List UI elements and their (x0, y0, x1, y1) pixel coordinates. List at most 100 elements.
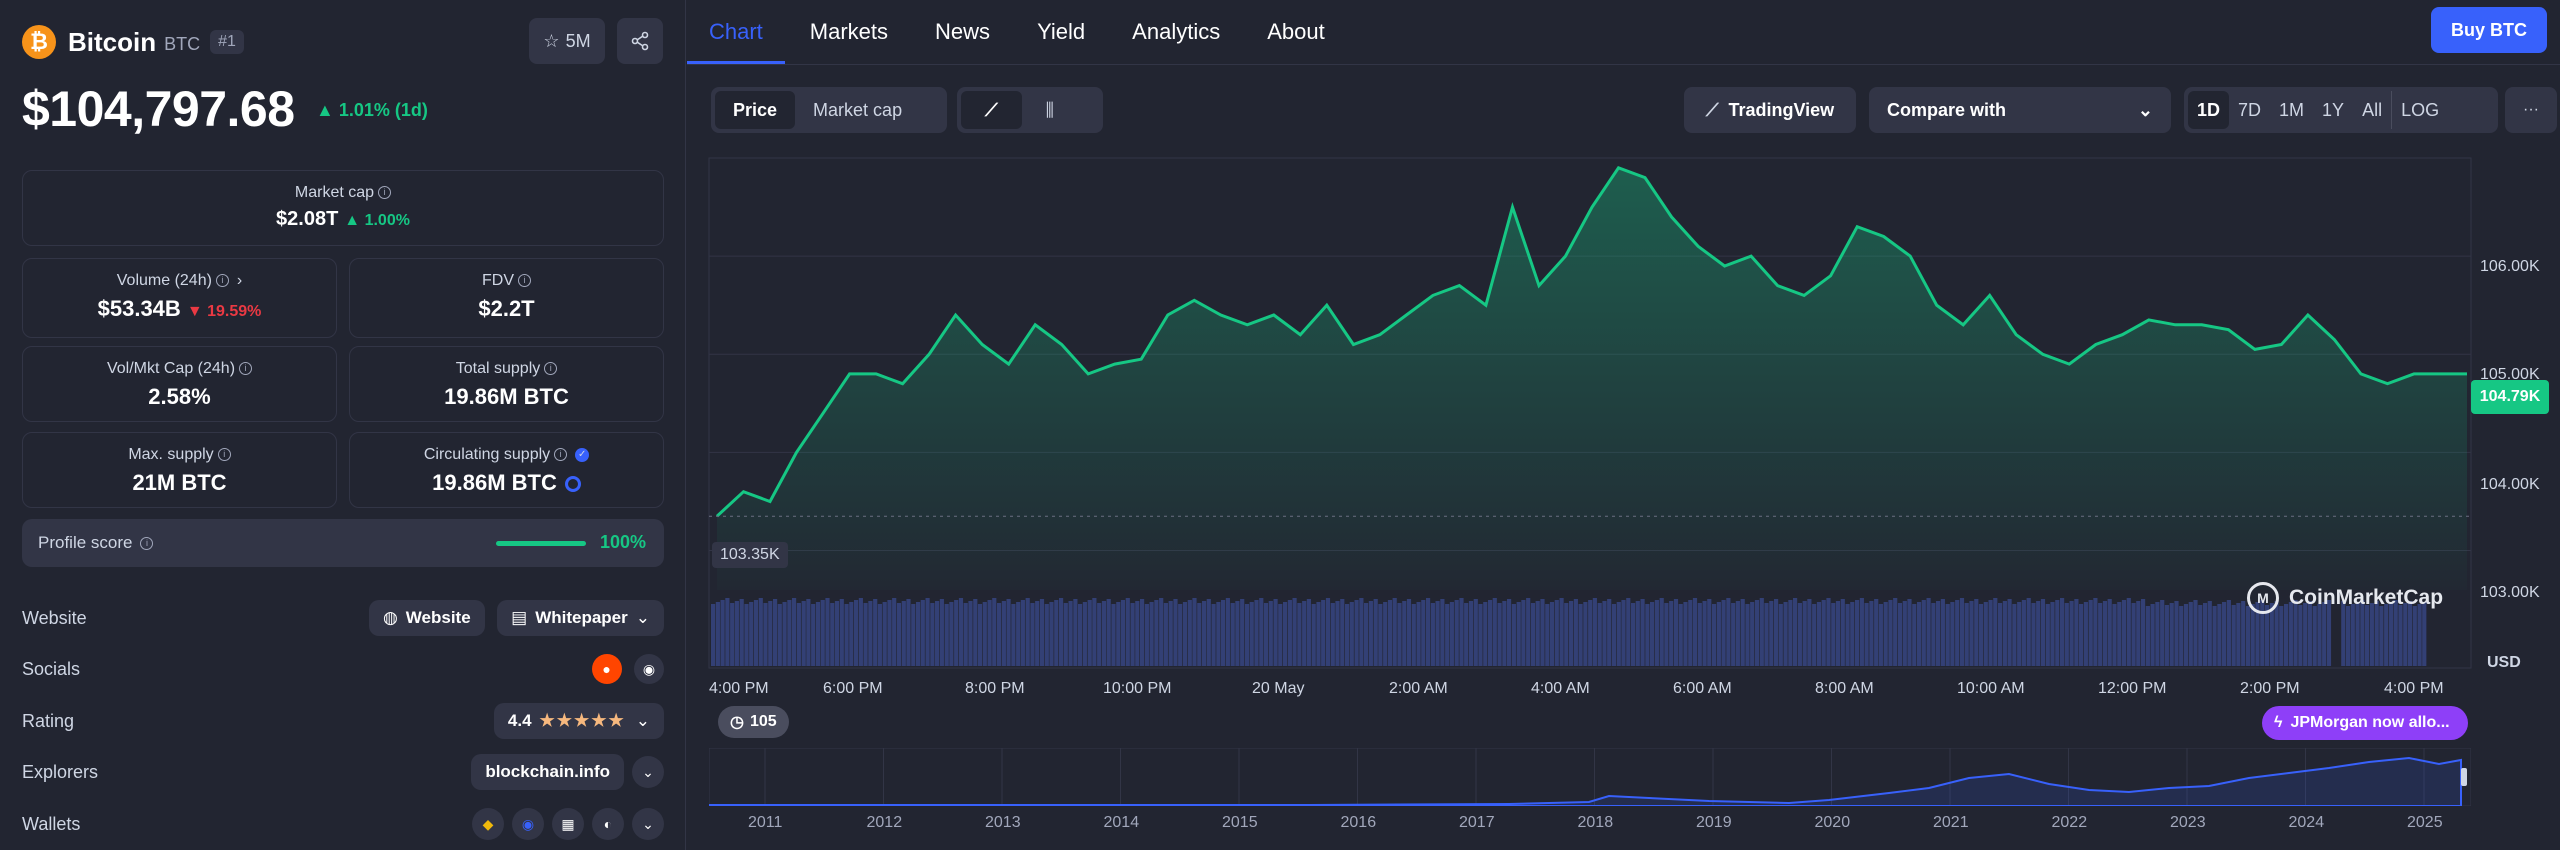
navigator-year-label: 2013 (985, 814, 1021, 831)
info-icon[interactable]: i (140, 536, 154, 550)
tab-yield[interactable]: Yield (1037, 19, 1086, 44)
range-7d[interactable]: 7D (2238, 99, 2262, 120)
tab-markets[interactable]: Markets (809, 19, 889, 44)
volume-bar (1373, 599, 1378, 666)
watchlist-button[interactable]: ☆ 5M (529, 18, 605, 64)
volume-card[interactable]: Volume (24h) i › $53.34B ▼ 19.59% (22, 258, 337, 338)
max-supply-card: Max. supply i 21M BTC (22, 432, 337, 508)
info-icon[interactable]: i (554, 448, 568, 462)
volume-bar (1435, 601, 1440, 666)
info-icon[interactable]: i (544, 362, 558, 376)
rating-button[interactable]: 4.4 ★★★★★ ⌄ (493, 703, 664, 739)
volume-bar (1445, 604, 1450, 666)
tab-analytics[interactable]: Analytics (1132, 19, 1221, 44)
vol-mkt-label: Vol/Mkt Cap (24h) (106, 360, 236, 377)
volume-bar (2088, 600, 2093, 666)
wallet-ledger-icon[interactable]: ▦ (552, 808, 584, 840)
line-chart-icon[interactable]: ⟋ (961, 91, 1022, 129)
navigator-year-label: 2018 (1577, 814, 1614, 831)
x-tick-label: 4:00 AM (1531, 680, 1590, 697)
volume-bar (2121, 600, 2127, 666)
volume-bar (720, 600, 725, 666)
volume-bar (1778, 604, 1783, 666)
github-icon[interactable]: ◉ (634, 654, 664, 685)
market-cap-toggle[interactable]: Market cap (813, 99, 903, 120)
volume-label: Volume (24h) (116, 272, 212, 289)
nav-divider (687, 64, 2560, 65)
range-all[interactable]: All (2362, 99, 2383, 120)
navigator-line (709, 756, 2462, 806)
volume-bar (1140, 599, 1145, 666)
volume-bar (930, 603, 935, 666)
tradingview-button[interactable]: ⟋ TradingView (1684, 87, 1856, 133)
volume-bar (730, 603, 735, 666)
volume-bar (758, 598, 763, 666)
navigator-frame (709, 748, 2471, 806)
x-tick-label: 12:00 PM (2098, 680, 2167, 697)
volume-bar (1707, 599, 1712, 666)
volume-bar (1297, 603, 1302, 666)
volume-bar (1468, 601, 1474, 666)
reddit-icon[interactable]: ● (591, 653, 622, 684)
tab-about[interactable]: About (1267, 19, 1325, 44)
volume-bar (1340, 599, 1345, 666)
price-toggle[interactable]: Price (715, 91, 796, 129)
market-cap-label: Market cap (294, 184, 375, 201)
wallets-dropdown-button[interactable]: ⌄ (632, 808, 664, 840)
volume-bar (1883, 602, 1888, 666)
info-icon[interactable]: i (217, 448, 231, 462)
more-options-button[interactable]: ··· (2505, 87, 2557, 133)
navigator-year-label: 2015 (1222, 814, 1258, 831)
volume-bar (925, 598, 930, 666)
candlestick-icon[interactable]: ⫼ (1045, 99, 1054, 120)
volume-bar (2346, 606, 2351, 666)
navigator-handle[interactable] (2461, 768, 2467, 786)
range-1d[interactable]: 1D (2188, 91, 2230, 129)
rating-value: 4.4 (507, 711, 532, 730)
volume-bar (2017, 602, 2022, 666)
share-button[interactable] (617, 18, 663, 64)
y-tick-label: 104.00K (2480, 476, 2540, 493)
buy-btc-button[interactable]: Buy BTC (2431, 7, 2547, 53)
total-supply-card: Total supply i 19.86M BTC (349, 346, 664, 422)
wallet-trust-icon[interactable]: ◉ (512, 808, 544, 840)
wallets-label: Wallets (22, 813, 81, 834)
volume-bar (1211, 604, 1216, 666)
tab-news[interactable]: News (935, 19, 991, 44)
range-1y[interactable]: 1Y (2322, 99, 2345, 120)
wallet-safepal-icon[interactable]: ◐ (592, 808, 624, 840)
explorer-dropdown-button[interactable]: ⌄ (632, 756, 664, 788)
range-1m[interactable]: 1M (2279, 99, 2305, 120)
coin-price: $104,797.68 (22, 81, 295, 137)
log-toggle[interactable]: LOG (2391, 91, 2448, 129)
explorer-button[interactable]: blockchain.info (471, 754, 624, 790)
volume-bar (2341, 601, 2346, 666)
history-navigator[interactable] (709, 748, 2471, 806)
volume-bar (1092, 598, 1097, 666)
volume-bar (849, 602, 854, 666)
wallet-bitget-icon[interactable]: ◆ (472, 808, 504, 840)
price-chart[interactable] (687, 150, 2560, 670)
events-button[interactable]: ◷ 105 (718, 706, 789, 738)
whitepaper-button[interactable]: ▤ Whitepaper ⌄ (497, 600, 664, 636)
volume-bar (1292, 598, 1297, 666)
volume-bar (768, 601, 773, 666)
volume-bar (1998, 603, 2003, 666)
volume-bar (911, 604, 916, 666)
volume-bar (2274, 601, 2279, 666)
volume-bar (1449, 602, 1454, 666)
info-icon[interactable]: i (378, 186, 392, 200)
news-tag-button[interactable]: ϟ JPMorgan now allo... (2262, 706, 2468, 740)
tab-chart[interactable]: Chart (687, 0, 785, 64)
info-icon[interactable]: i (518, 274, 531, 288)
profile-score[interactable]: Profile score i 100% (22, 519, 664, 567)
volume-bar (1983, 602, 1988, 666)
info-icon[interactable]: i (239, 362, 253, 376)
volume-bar (958, 598, 964, 666)
info-icon[interactable]: i (215, 274, 229, 288)
volume-bar (2407, 601, 2413, 666)
website-button[interactable]: ◍ Website (368, 600, 485, 636)
compare-dropdown[interactable]: Compare with ⌄ (1869, 87, 2171, 133)
volume-bar (1325, 598, 1331, 666)
volume-bar (863, 603, 868, 666)
